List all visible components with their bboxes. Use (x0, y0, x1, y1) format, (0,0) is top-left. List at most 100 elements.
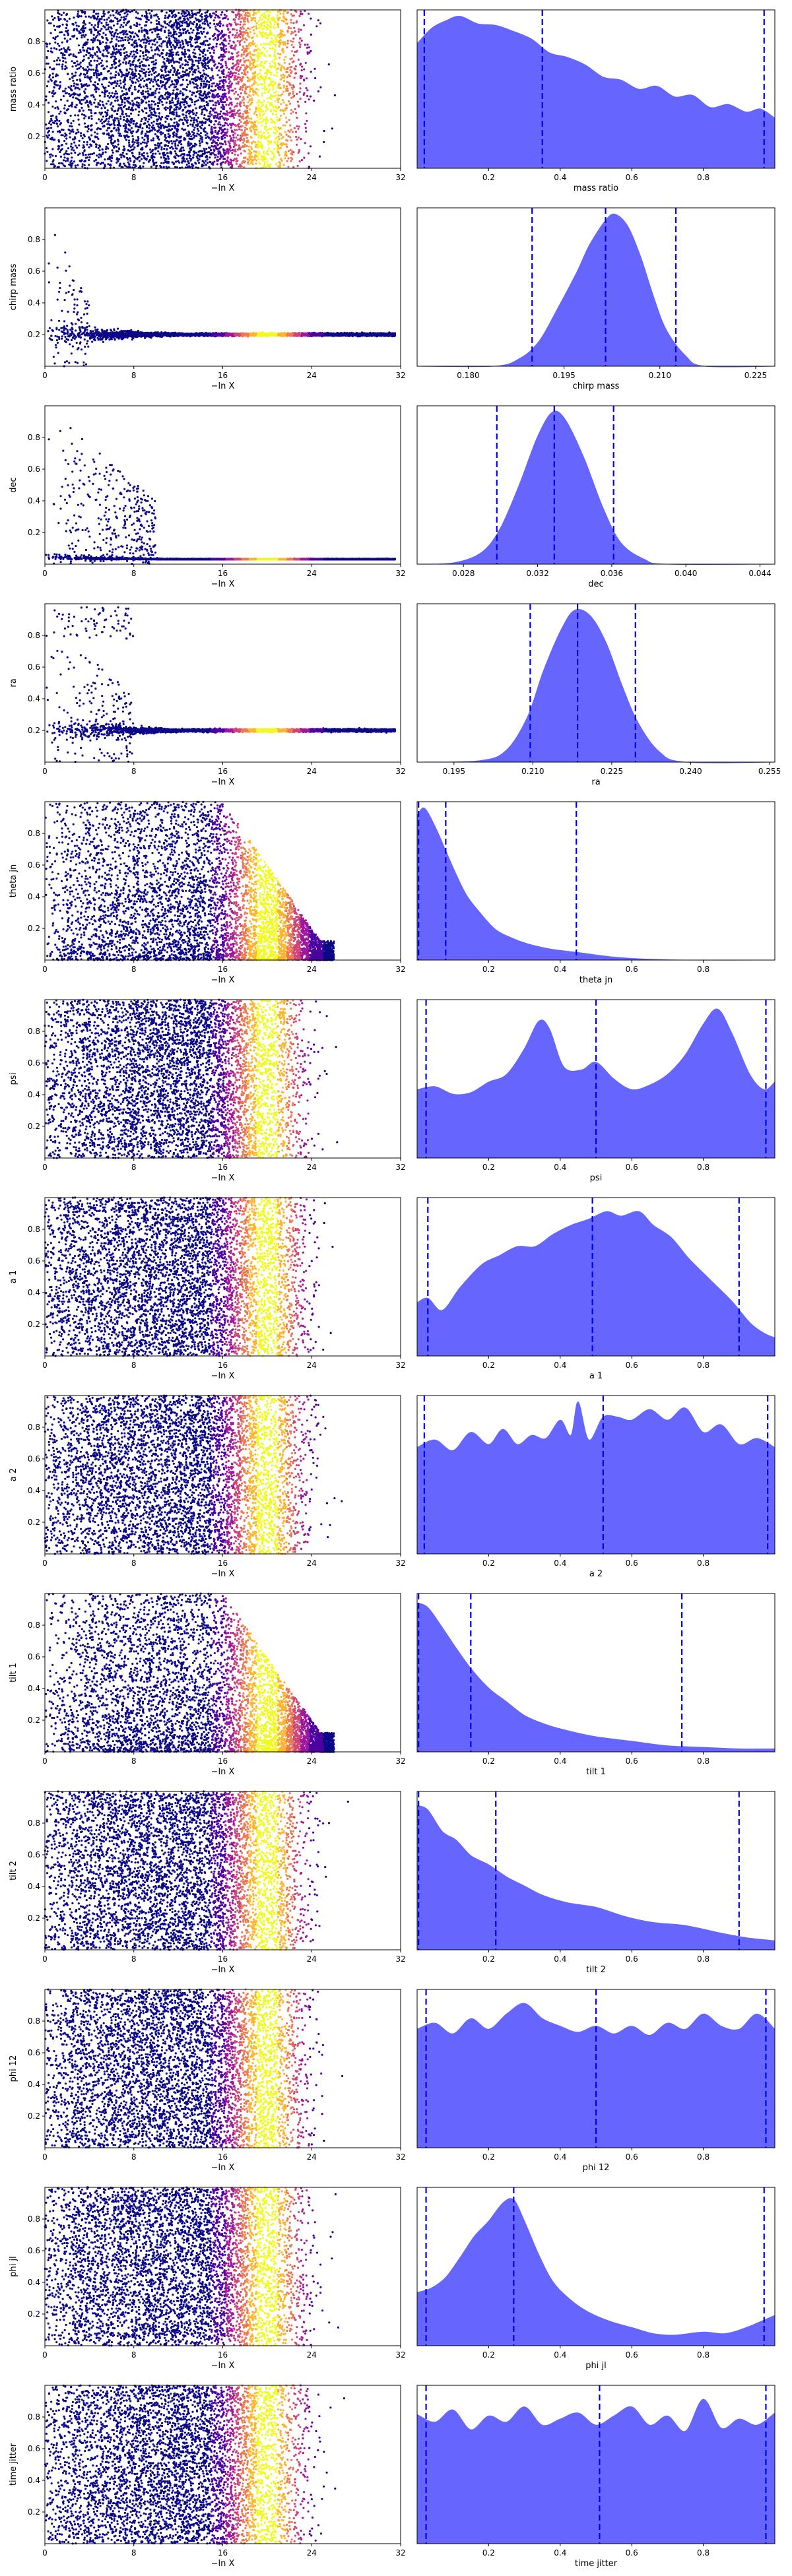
scatter-point (50, 123, 52, 125)
scatter-point (280, 36, 282, 38)
scatter-point (162, 104, 164, 106)
scatter-point (263, 43, 265, 45)
scatter-point (132, 138, 134, 140)
scatter-point (298, 137, 300, 139)
scatter-point (296, 117, 298, 119)
scatter-point (54, 42, 56, 44)
scatter-point (182, 119, 183, 121)
scatter-point (224, 137, 226, 139)
scatter-point (267, 150, 269, 152)
scatter-point (123, 106, 125, 108)
scatter-point (84, 23, 86, 25)
scatter-point (96, 154, 98, 156)
scatter-point (203, 105, 205, 107)
scatter-point (171, 65, 173, 67)
scatter-point (304, 142, 306, 144)
scatter-point (184, 56, 186, 58)
scatter-point (140, 79, 142, 81)
scatter-point (64, 104, 66, 106)
scatter-point (287, 135, 289, 137)
scatter-point (277, 120, 279, 122)
scatter-point (152, 124, 154, 126)
scatter-point (300, 87, 302, 89)
scatter-point (158, 108, 160, 110)
scatter-point (239, 44, 241, 46)
scatter-point (85, 16, 87, 18)
scatter-point (111, 38, 113, 40)
scatter-point (280, 134, 282, 136)
scatter-point (96, 51, 98, 53)
scatter-point (138, 38, 140, 40)
scatter-point (305, 127, 307, 129)
scatter-point (69, 18, 71, 20)
scatter-point (232, 34, 234, 36)
scatter-point (300, 11, 302, 13)
scatter-point (171, 146, 173, 148)
scatter-point (94, 136, 96, 138)
scatter-point (123, 135, 125, 137)
scatter-point (101, 119, 103, 121)
scatter-point (293, 54, 295, 56)
scatter-point (76, 38, 78, 40)
scatter-point (247, 163, 249, 165)
scatter-point (203, 73, 205, 75)
scatter-point (90, 112, 92, 114)
scatter-point (261, 95, 263, 97)
scatter-point (147, 68, 149, 70)
scatter-point (245, 59, 247, 61)
row-mass-ratio: 0 8 16 24 32−ln X0.20.40.60.8mass ratio0.2 0.… (9, 9, 775, 193)
scatter-point (118, 85, 120, 87)
scatter-point (201, 80, 203, 82)
scatter-point (87, 48, 89, 49)
scatter-point (65, 61, 67, 63)
scatter-point (164, 121, 166, 123)
scatter-point (125, 36, 127, 38)
scatter-point (319, 22, 321, 24)
scatter-point (141, 137, 143, 139)
scatter-point (176, 131, 178, 133)
scatter-point (260, 44, 262, 46)
scatter-point (102, 32, 104, 34)
scatter-point (204, 20, 206, 22)
scatter-point (94, 59, 96, 61)
scatter-point (300, 77, 302, 79)
scatter-point (141, 61, 143, 63)
scatter-point (292, 22, 294, 24)
scatter-point (308, 51, 310, 53)
scatter-point (202, 76, 204, 78)
scatter-point (116, 48, 117, 50)
scatter-point (133, 161, 135, 163)
scatter-point (151, 31, 153, 33)
scatter-point (138, 97, 140, 99)
scatter-point (271, 37, 273, 39)
scatter-point (123, 102, 125, 104)
scatter-point (249, 61, 251, 63)
scatter-point (108, 121, 110, 123)
scatter-point (76, 60, 78, 62)
scatter-point (90, 16, 92, 18)
scatter-point (88, 68, 90, 70)
scatter-point (203, 114, 205, 116)
scatter-point (211, 126, 213, 128)
scatter-point (69, 78, 71, 80)
scatter-point (175, 135, 177, 137)
scatter-point (108, 81, 110, 83)
scatter-point (175, 147, 177, 149)
scatter-point (139, 18, 141, 20)
scatter-point (182, 32, 184, 34)
scatter-point (65, 27, 67, 29)
scatter-point (55, 48, 57, 50)
scatter-point (192, 29, 194, 31)
scatter-point (243, 64, 245, 66)
scatter-point (228, 43, 230, 45)
scatter-point (207, 49, 209, 51)
scatter-point (261, 87, 263, 89)
scatter-point (205, 142, 207, 144)
scatter-point (122, 26, 124, 28)
scatter-point (260, 65, 262, 67)
scatter-point (104, 158, 106, 160)
scatter-point (191, 22, 193, 24)
scatter-point (228, 35, 230, 37)
scatter-point (171, 16, 173, 18)
scatter-point (108, 137, 110, 139)
